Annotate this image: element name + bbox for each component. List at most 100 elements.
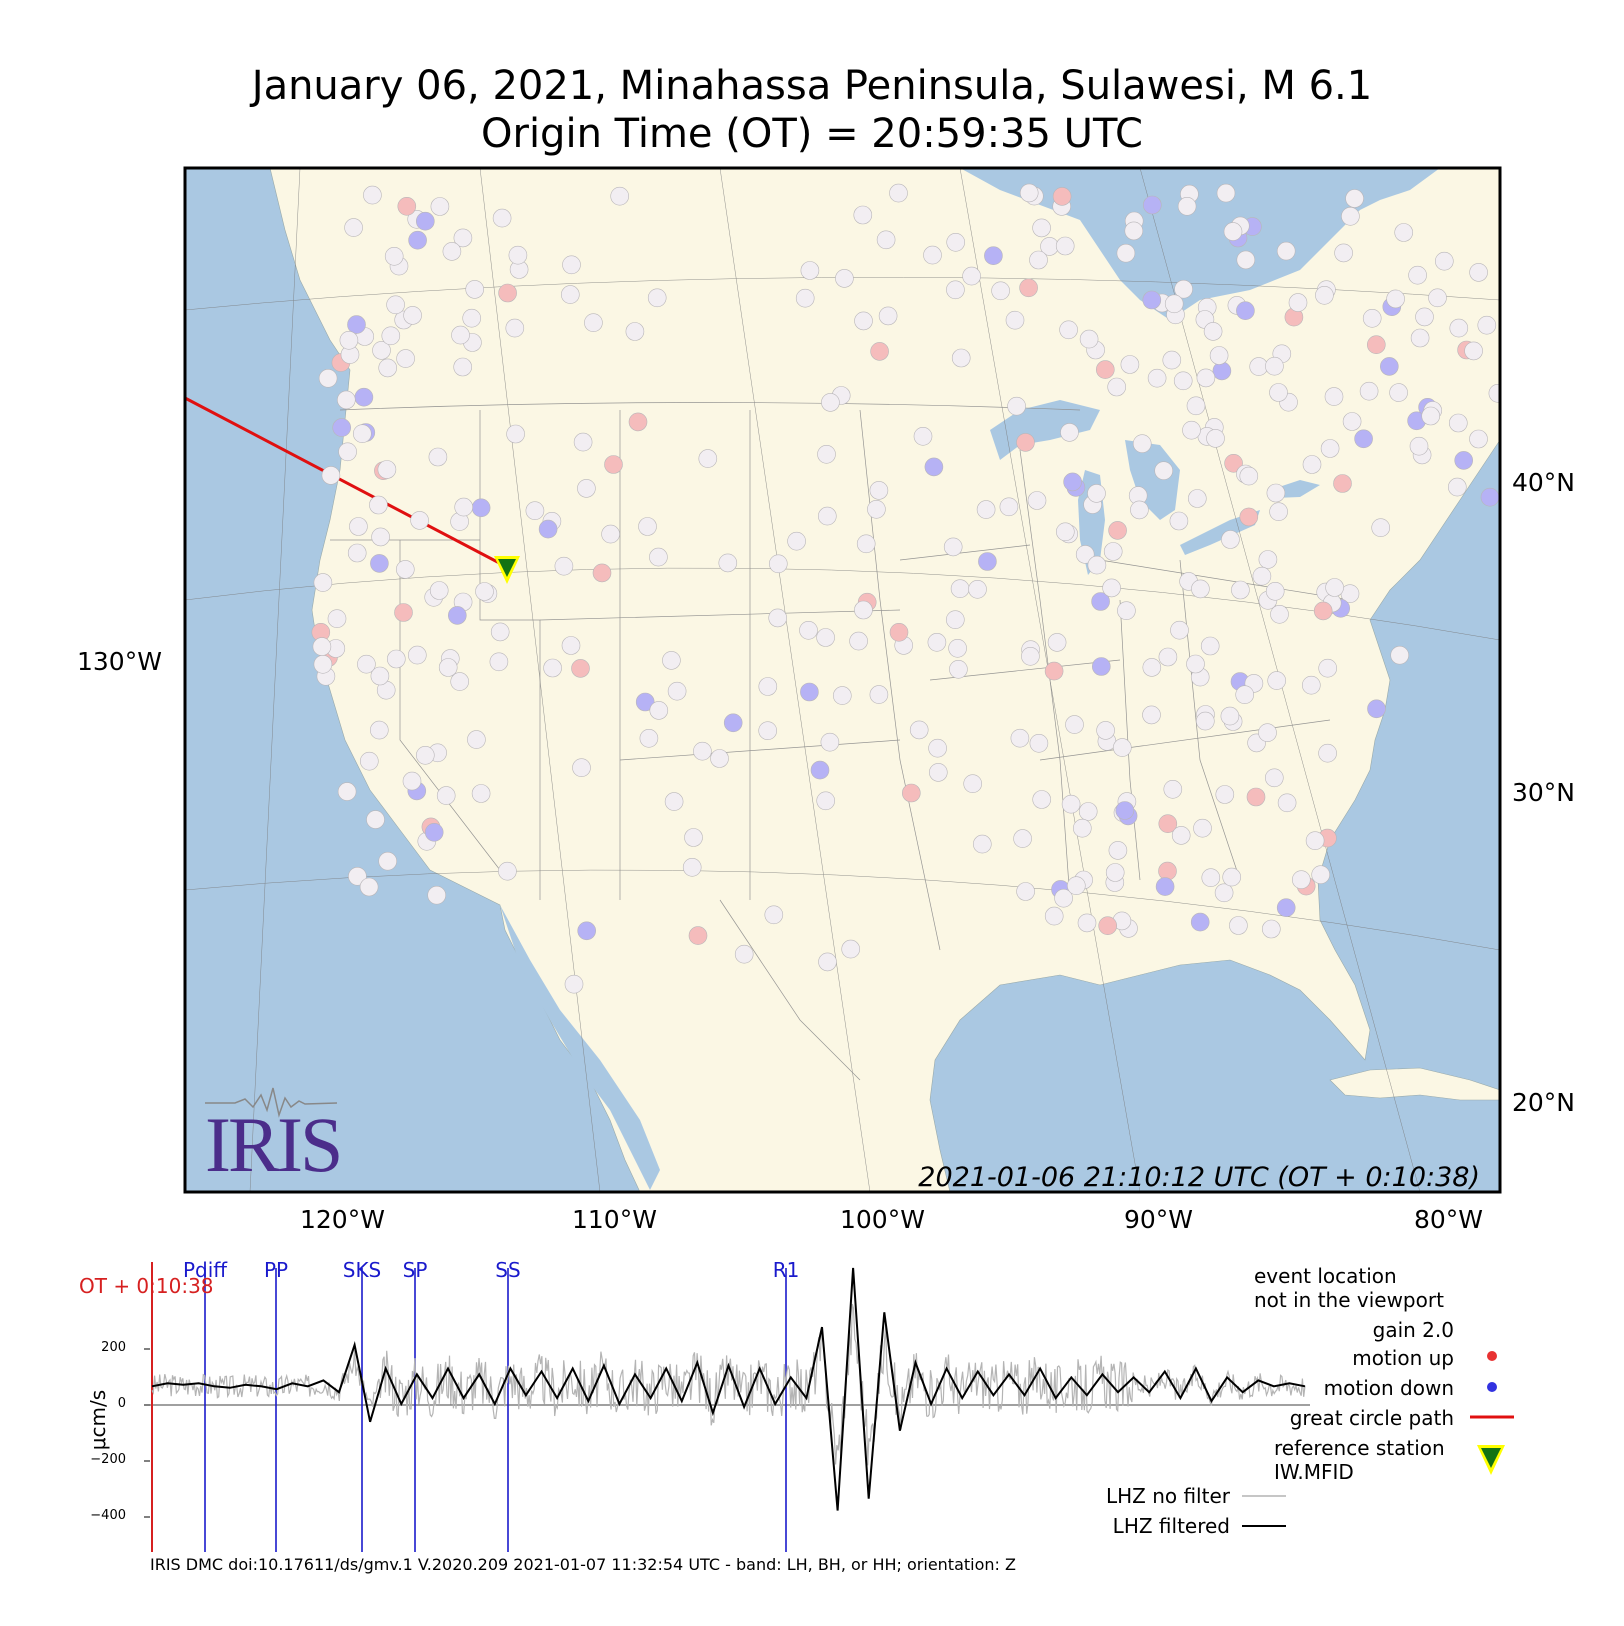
station-marker[interactable]	[372, 341, 391, 360]
station-marker[interactable]	[1191, 579, 1210, 599]
station-marker[interactable]	[321, 466, 341, 485]
station-marker[interactable]	[946, 280, 965, 300]
station-marker[interactable]	[876, 230, 896, 250]
station-marker[interactable]	[710, 749, 729, 768]
station-marker[interactable]	[366, 810, 385, 829]
station-marker[interactable]	[347, 315, 366, 334]
station-marker[interactable]	[962, 266, 981, 286]
station-marker[interactable]	[1158, 647, 1178, 667]
station-marker[interactable]	[1158, 814, 1178, 834]
station-marker[interactable]	[1262, 919, 1281, 939]
station-marker[interactable]	[667, 681, 687, 701]
station-marker[interactable]	[856, 534, 876, 554]
station-marker[interactable]	[1063, 472, 1082, 492]
station-marker[interactable]	[889, 183, 908, 203]
station-marker[interactable]	[430, 197, 450, 216]
station-marker[interactable]	[348, 866, 367, 886]
station-marker[interactable]	[1206, 429, 1225, 448]
station-marker[interactable]	[1209, 346, 1229, 365]
station-marker[interactable]	[564, 974, 584, 994]
station-marker[interactable]	[453, 228, 473, 248]
station-marker[interactable]	[1177, 197, 1197, 216]
station-marker[interactable]	[999, 497, 1019, 517]
station-marker[interactable]	[462, 308, 482, 328]
station-marker[interactable]	[407, 645, 427, 665]
station-marker[interactable]	[816, 628, 835, 647]
station-marker[interactable]	[1408, 265, 1427, 285]
station-marker[interactable]	[1021, 646, 1040, 666]
station-marker[interactable]	[901, 783, 921, 803]
station-marker[interactable]	[318, 368, 338, 388]
station-marker[interactable]	[649, 701, 669, 720]
station-marker[interactable]	[359, 751, 379, 771]
station-marker[interactable]	[963, 774, 983, 794]
station-marker[interactable]	[1223, 222, 1243, 241]
station-marker[interactable]	[1488, 384, 1507, 403]
station-marker[interactable]	[561, 636, 581, 655]
station-marker[interactable]	[817, 444, 836, 464]
station-marker[interactable]	[1394, 223, 1413, 242]
station-marker[interactable]	[1449, 318, 1469, 338]
station-marker[interactable]	[337, 782, 357, 801]
station-marker[interactable]	[1092, 657, 1111, 676]
station-marker[interactable]	[734, 944, 754, 964]
station-marker[interactable]	[378, 851, 398, 871]
station-marker[interactable]	[1235, 685, 1254, 705]
station-marker[interactable]	[378, 358, 398, 378]
station-marker[interactable]	[1115, 801, 1135, 820]
station-marker[interactable]	[349, 517, 368, 536]
station-marker[interactable]	[1367, 335, 1386, 355]
station-marker[interactable]	[821, 393, 840, 412]
station-marker[interactable]	[1103, 542, 1123, 561]
station-marker[interactable]	[948, 638, 967, 658]
station-marker[interactable]	[1061, 794, 1081, 814]
station-marker[interactable]	[505, 318, 525, 338]
station-marker[interactable]	[1169, 511, 1189, 531]
station-marker[interactable]	[402, 771, 422, 791]
station-marker[interactable]	[442, 242, 462, 261]
station-marker[interactable]	[1096, 721, 1115, 740]
station-marker[interactable]	[1409, 436, 1429, 456]
station-marker[interactable]	[723, 713, 743, 733]
station-marker[interactable]	[1454, 451, 1473, 470]
station-marker[interactable]	[370, 666, 390, 686]
station-marker[interactable]	[1320, 439, 1340, 458]
station-marker[interactable]	[1258, 723, 1277, 743]
station-marker[interactable]	[664, 792, 684, 811]
station-marker[interactable]	[1077, 913, 1097, 933]
station-marker[interactable]	[1019, 278, 1038, 298]
station-marker[interactable]	[943, 537, 963, 557]
station-marker[interactable]	[1229, 916, 1248, 935]
station-marker[interactable]	[1155, 877, 1175, 896]
station-marker[interactable]	[1054, 888, 1073, 908]
station-marker[interactable]	[1065, 715, 1084, 734]
station-marker[interactable]	[498, 861, 517, 881]
station-marker[interactable]	[1270, 604, 1289, 624]
station-marker[interactable]	[949, 659, 968, 679]
station-marker[interactable]	[471, 784, 491, 803]
station-marker[interactable]	[928, 738, 947, 758]
station-marker[interactable]	[972, 834, 992, 854]
station-marker[interactable]	[1171, 826, 1191, 845]
station-marker[interactable]	[1215, 785, 1235, 804]
station-marker[interactable]	[649, 547, 668, 567]
station-marker[interactable]	[344, 218, 363, 237]
station-marker[interactable]	[688, 926, 708, 945]
station-marker[interactable]	[381, 326, 401, 346]
station-marker[interactable]	[1341, 207, 1360, 226]
station-marker[interactable]	[397, 197, 417, 216]
station-marker[interactable]	[835, 269, 854, 288]
station-marker[interactable]	[816, 791, 836, 811]
station-marker[interactable]	[698, 449, 718, 468]
station-marker[interactable]	[1060, 423, 1079, 442]
station-marker[interactable]	[1007, 396, 1026, 416]
station-marker[interactable]	[1079, 329, 1099, 349]
station-marker[interactable]	[1246, 787, 1266, 807]
station-marker[interactable]	[1236, 301, 1255, 321]
station-marker[interactable]	[1174, 279, 1193, 299]
station-marker[interactable]	[927, 632, 947, 652]
station-marker[interactable]	[428, 447, 448, 467]
station-marker[interactable]	[359, 877, 379, 897]
station-marker[interactable]	[415, 211, 435, 231]
